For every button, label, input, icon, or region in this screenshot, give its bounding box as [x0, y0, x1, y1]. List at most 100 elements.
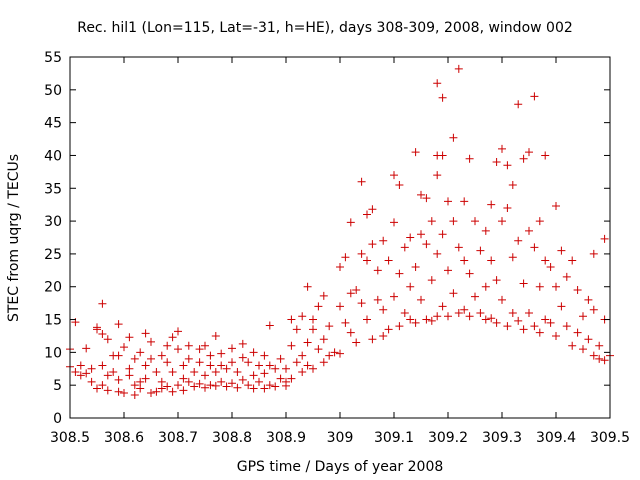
data-point — [336, 263, 344, 272]
data-point — [120, 389, 128, 398]
data-point — [352, 338, 361, 347]
data-point — [260, 351, 269, 360]
data-point — [217, 377, 226, 386]
data-point — [98, 381, 107, 390]
data-point — [168, 368, 177, 377]
data-point — [535, 328, 544, 337]
data-point — [271, 364, 280, 373]
data-point — [206, 381, 215, 390]
data-point — [460, 305, 469, 314]
data-point — [530, 243, 539, 252]
data-point — [260, 384, 269, 393]
data-point — [438, 230, 447, 239]
x-tick-label: 309.1 — [374, 430, 414, 446]
data-point — [282, 364, 290, 373]
data-point — [568, 256, 577, 265]
data-point — [465, 312, 474, 321]
data-point — [238, 353, 247, 362]
data-point — [579, 312, 587, 321]
data-point — [525, 148, 533, 157]
data-point — [503, 161, 512, 170]
data-point — [303, 282, 312, 291]
data-point — [433, 249, 442, 258]
data-point — [109, 368, 118, 377]
data-point — [379, 236, 388, 245]
data-point — [103, 335, 112, 344]
data-point — [249, 384, 258, 393]
data-point — [201, 341, 209, 350]
data-point — [487, 200, 496, 209]
data-point — [519, 279, 528, 288]
data-point — [363, 256, 371, 265]
data-point — [557, 246, 566, 255]
data-point — [211, 368, 220, 377]
y-tick-label: 50 — [44, 83, 62, 99]
y-tick-label: 35 — [44, 181, 62, 197]
data-point — [352, 286, 361, 295]
data-point — [460, 197, 469, 206]
data-point — [114, 320, 123, 329]
data-point — [330, 348, 339, 357]
data-point — [336, 349, 344, 358]
data-point — [141, 329, 150, 338]
data-point — [141, 374, 150, 383]
data-point — [130, 391, 139, 400]
data-point — [125, 333, 134, 342]
data-point — [255, 361, 263, 370]
data-point — [519, 325, 528, 334]
data-point — [595, 354, 604, 363]
data-point — [546, 318, 555, 327]
data-point — [438, 302, 447, 311]
data-point — [568, 341, 577, 350]
data-point — [514, 316, 523, 325]
data-point — [222, 364, 231, 373]
data-point — [481, 226, 490, 235]
data-point — [498, 144, 506, 153]
data-point — [201, 383, 209, 392]
data-point — [184, 377, 193, 386]
data-point — [368, 335, 377, 344]
data-point — [444, 312, 452, 321]
data-point — [93, 384, 101, 393]
data-point — [552, 331, 560, 340]
data-point — [535, 282, 544, 291]
x-tick-label: 309.3 — [482, 430, 522, 446]
data-point — [395, 322, 404, 331]
data-point — [190, 368, 199, 377]
data-point — [195, 358, 204, 367]
data-point — [292, 325, 301, 334]
data-point — [390, 292, 398, 301]
data-point — [525, 226, 533, 235]
data-point — [152, 368, 161, 377]
data-point — [460, 256, 469, 265]
data-point — [346, 289, 355, 298]
data-point — [449, 133, 458, 142]
data-point — [498, 295, 506, 304]
data-point — [179, 386, 188, 395]
data-point — [492, 158, 501, 167]
data-point — [98, 329, 107, 338]
data-point — [298, 351, 307, 360]
data-point — [422, 194, 431, 203]
data-point — [249, 371, 258, 380]
data-point — [584, 335, 593, 344]
data-point — [449, 289, 458, 298]
data-point — [309, 325, 317, 334]
data-point — [498, 217, 506, 226]
data-point — [454, 308, 463, 317]
data-point — [589, 351, 598, 360]
data-point — [82, 369, 91, 378]
chart-title: Rec. hil1 (Lon=115, Lat=-31, h=HE), days… — [77, 20, 573, 36]
data-point — [573, 286, 582, 295]
y-axis-ticks: 0 5 10 15 20 25 30 35 40 45 50 55 — [44, 50, 610, 427]
data-point — [71, 368, 80, 377]
data-point — [600, 234, 609, 243]
data-point — [319, 335, 328, 344]
data-point — [427, 276, 436, 285]
data-point — [454, 243, 463, 252]
data-point — [589, 249, 598, 258]
data-point — [114, 387, 123, 396]
y-tick-label: 0 — [53, 411, 62, 427]
data-point — [514, 236, 523, 245]
data-point — [217, 361, 226, 370]
